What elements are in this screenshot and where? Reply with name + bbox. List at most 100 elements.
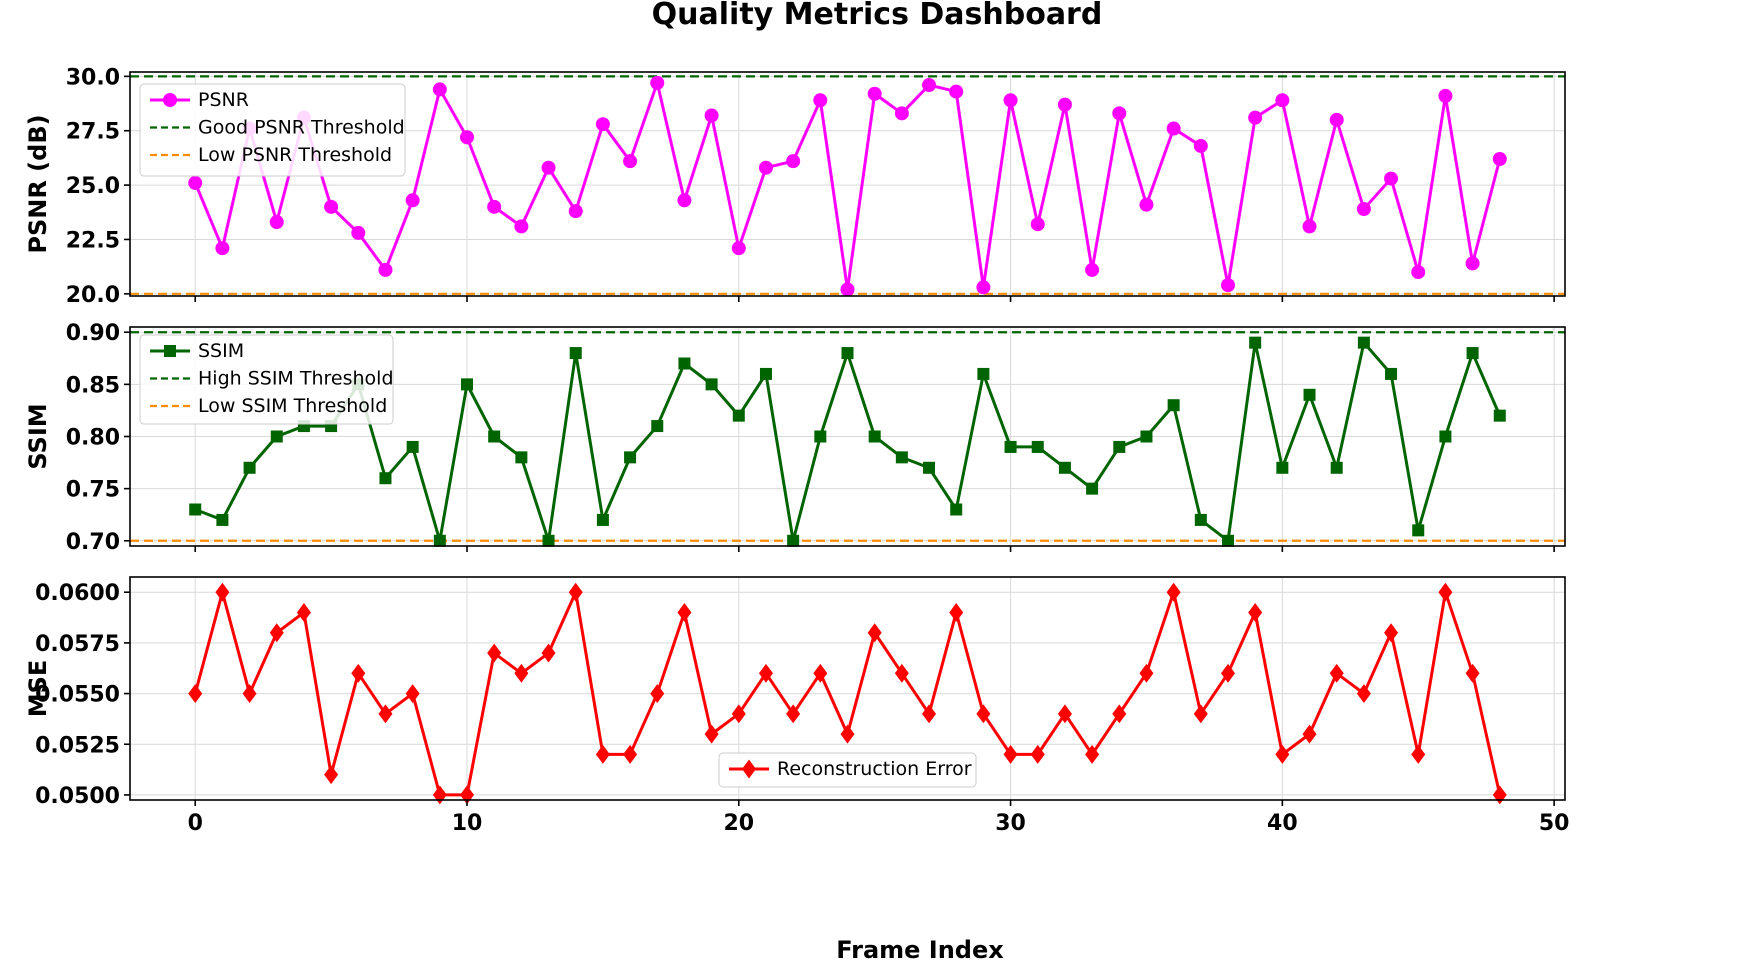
y-tick-label: 0.0500 (35, 784, 120, 809)
mse-data-point (405, 684, 420, 704)
ssim-data-point (950, 503, 963, 516)
ssim-data-point (1113, 440, 1126, 453)
x-tick-label: 20 (723, 811, 754, 836)
ssim-data-point (651, 420, 664, 433)
mse-data-point (1438, 582, 1453, 602)
mse-data-point (460, 785, 475, 805)
psnr-data-point (704, 108, 719, 123)
y-tick-label: 0.90 (66, 321, 120, 346)
legend-label: Good PSNR Threshold (198, 117, 405, 139)
panel-ssim: 0.70 0.75 0.80 0.85 0.90 SSIM SSIM High SSIM Th… (24, 321, 1566, 555)
mse-data-point (1275, 744, 1290, 764)
mse-data-point (595, 744, 610, 764)
psnr-data-point (1030, 217, 1045, 232)
mse-data-point (677, 603, 692, 622)
mse-data-point (704, 724, 719, 744)
ssim-data-point (678, 357, 691, 370)
mse-data-point (1166, 582, 1181, 602)
legend-psnr: PSNR Good PSNR Threshold Low PSNR Threshol… (139, 83, 406, 177)
ssim-data-point (1385, 367, 1398, 380)
mse-data-point (758, 663, 773, 683)
mse-data-point (949, 603, 964, 622)
ssim-data-point (1466, 347, 1479, 360)
psnr-data-point (758, 160, 773, 175)
ssim-data-point (596, 513, 609, 526)
mse-data-point (1302, 724, 1317, 744)
ssim-data-point (923, 461, 936, 474)
psnr-data-point (731, 241, 746, 256)
mse-data-point (1139, 663, 1154, 683)
mse-data-point (1030, 744, 1045, 764)
psnr-data-point (188, 175, 203, 190)
ssim-data-point (189, 503, 202, 516)
ssim-data-point (542, 534, 555, 547)
mse-data-point (894, 663, 909, 683)
y-tick-label: 27.5 (66, 120, 120, 145)
mse-data-point (1220, 663, 1235, 683)
mse-data-point (215, 582, 230, 602)
psnr-data-point (1248, 110, 1263, 125)
psnr-data-point (1465, 256, 1480, 271)
mse-data-point (1193, 704, 1208, 724)
legend-marker (163, 93, 177, 107)
ssim-data-point (1004, 440, 1017, 453)
legend-marker (164, 345, 176, 357)
mse-data-point (786, 704, 801, 724)
ssim-data-point (1493, 409, 1506, 422)
psnr-data-point (215, 241, 230, 256)
ssim-data-point (705, 378, 718, 391)
mse-data-point (1085, 744, 1100, 764)
psnr-data-point (1112, 106, 1127, 121)
legend-marker (742, 759, 756, 779)
ssim-data-point (841, 347, 854, 360)
ssim-data-point (1221, 534, 1234, 547)
psnr-data-point (894, 106, 909, 121)
y-tick-label: 30.0 (66, 65, 120, 90)
ssim-data-point (759, 367, 772, 380)
mse-data-point (731, 704, 746, 724)
mse-data-point (487, 643, 502, 663)
mse-data-point (242, 684, 257, 704)
y-axis-label: SSIM (24, 403, 52, 469)
psnr-data-point (1003, 93, 1018, 108)
psnr-data-point (514, 219, 529, 234)
psnr-data-point (786, 154, 801, 169)
psnr-data-point (351, 225, 366, 240)
ssim-data-point (977, 367, 990, 380)
psnr-data-point (1302, 219, 1317, 234)
psnr-data-point (487, 199, 502, 214)
x-tick-label: 30 (995, 811, 1026, 836)
chart-title: Quality Metrics Dashboard (652, 0, 1103, 32)
ssim-data-point (433, 534, 446, 547)
y-tick-label: 0.80 (66, 426, 120, 451)
ssim-data-point (868, 430, 881, 443)
mse-data-point (976, 704, 991, 724)
mse-data-point (541, 643, 556, 663)
ssim-data-point (488, 430, 501, 443)
psnr-data-point (1193, 138, 1208, 153)
ssim-data-point (270, 430, 283, 443)
y-tick-label: 0.85 (66, 373, 120, 398)
psnr-data-point (568, 204, 583, 219)
mse-data-point (432, 785, 447, 805)
mse-data-point (351, 663, 366, 683)
psnr-data-point (1220, 278, 1235, 293)
ssim-data-point (1412, 524, 1425, 537)
psnr-data-point (1275, 93, 1290, 108)
y-tick-label: 0.0550 (35, 683, 120, 708)
y-tick-label: 0.0575 (35, 632, 120, 657)
y-axis-label: PSNR (dB) (24, 114, 52, 253)
x-tick-label: 50 (1539, 811, 1570, 836)
mse-data-point (813, 663, 828, 683)
psnr-data-point (1411, 265, 1426, 280)
psnr-data-point (949, 84, 964, 99)
mse-data-point (1003, 744, 1018, 764)
ssim-data-point (1167, 399, 1180, 412)
ssim-data-point (732, 409, 745, 422)
mse-data-point (1384, 623, 1399, 643)
legend-label: Low PSNR Threshold (198, 144, 392, 166)
mse-data-point (840, 724, 855, 744)
mse-data-point (514, 663, 529, 683)
mse-data-point (1465, 663, 1480, 683)
mse-data-point (1356, 684, 1371, 704)
